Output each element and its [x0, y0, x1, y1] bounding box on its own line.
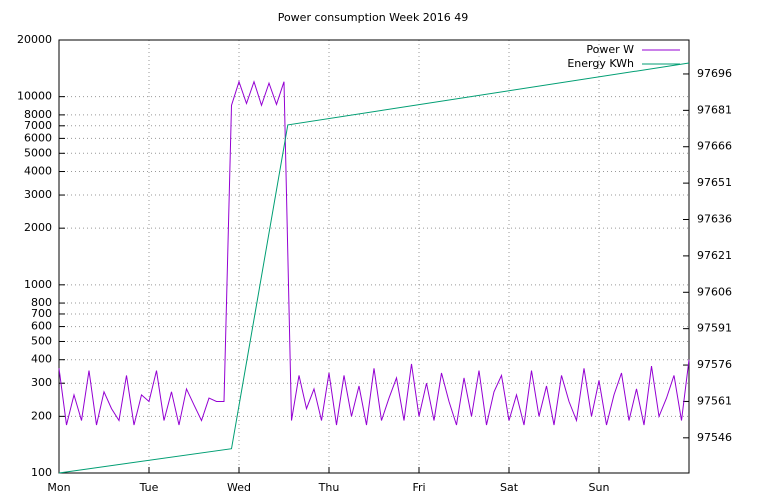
- y-tick-label: 300: [31, 376, 52, 389]
- y2-tick-label: 97681: [697, 103, 732, 116]
- chart-title: Power consumption Week 2016 49: [278, 11, 469, 24]
- y2-tick-label: 97591: [697, 322, 732, 335]
- y-tick-label: 100: [31, 466, 52, 479]
- x-tick-label: Mon: [47, 481, 70, 494]
- y-tick-label: 400: [31, 353, 52, 366]
- x-tick-label: Sat: [500, 481, 519, 494]
- y-tick-label: 7000: [24, 119, 52, 132]
- legend-label: Energy KWh: [567, 57, 634, 70]
- y-tick-label: 5000: [24, 146, 52, 159]
- y-tick-label: 6000: [24, 131, 52, 144]
- y2-tick-label: 97561: [697, 394, 732, 407]
- y-tick-label: 4000: [24, 165, 52, 178]
- y-tick-label: 200: [31, 409, 52, 422]
- series-line: [58, 62, 690, 474]
- y2-tick-label: 97651: [697, 176, 732, 189]
- x-tick-label: Sun: [589, 481, 610, 494]
- y2-tick-label: 97621: [697, 249, 732, 262]
- y-tick-label: 800: [31, 296, 52, 309]
- y-tick-label: 20000: [17, 33, 52, 46]
- series-line: [58, 80, 690, 426]
- y-tick-label: 2000: [24, 221, 52, 234]
- y2-tick-label: 97546: [697, 431, 732, 444]
- legend-label: Power W: [586, 43, 634, 56]
- y2-tick-label: 97576: [697, 358, 732, 371]
- x-tick-label: Wed: [227, 481, 251, 494]
- y2-tick-label: 97666: [697, 140, 732, 153]
- y2-tick-label: 97606: [697, 285, 732, 298]
- x-tick-label: Fri: [412, 481, 425, 494]
- y-tick-label: 600: [31, 320, 52, 333]
- y-tick-label: 10000: [17, 90, 52, 103]
- y-tick-label: 8000: [24, 108, 52, 121]
- y2-tick-label: 97696: [697, 67, 732, 80]
- plot-border: [58, 39, 690, 474]
- x-tick-label: Thu: [318, 481, 340, 494]
- y-tick-label: 3000: [24, 188, 52, 201]
- x-tick-label: Tue: [139, 481, 159, 494]
- y-tick-label: 500: [31, 334, 52, 347]
- y-tick-label: 700: [31, 307, 52, 320]
- y-tick-label: 1000: [24, 278, 52, 291]
- y2-tick-label: 97636: [697, 213, 732, 226]
